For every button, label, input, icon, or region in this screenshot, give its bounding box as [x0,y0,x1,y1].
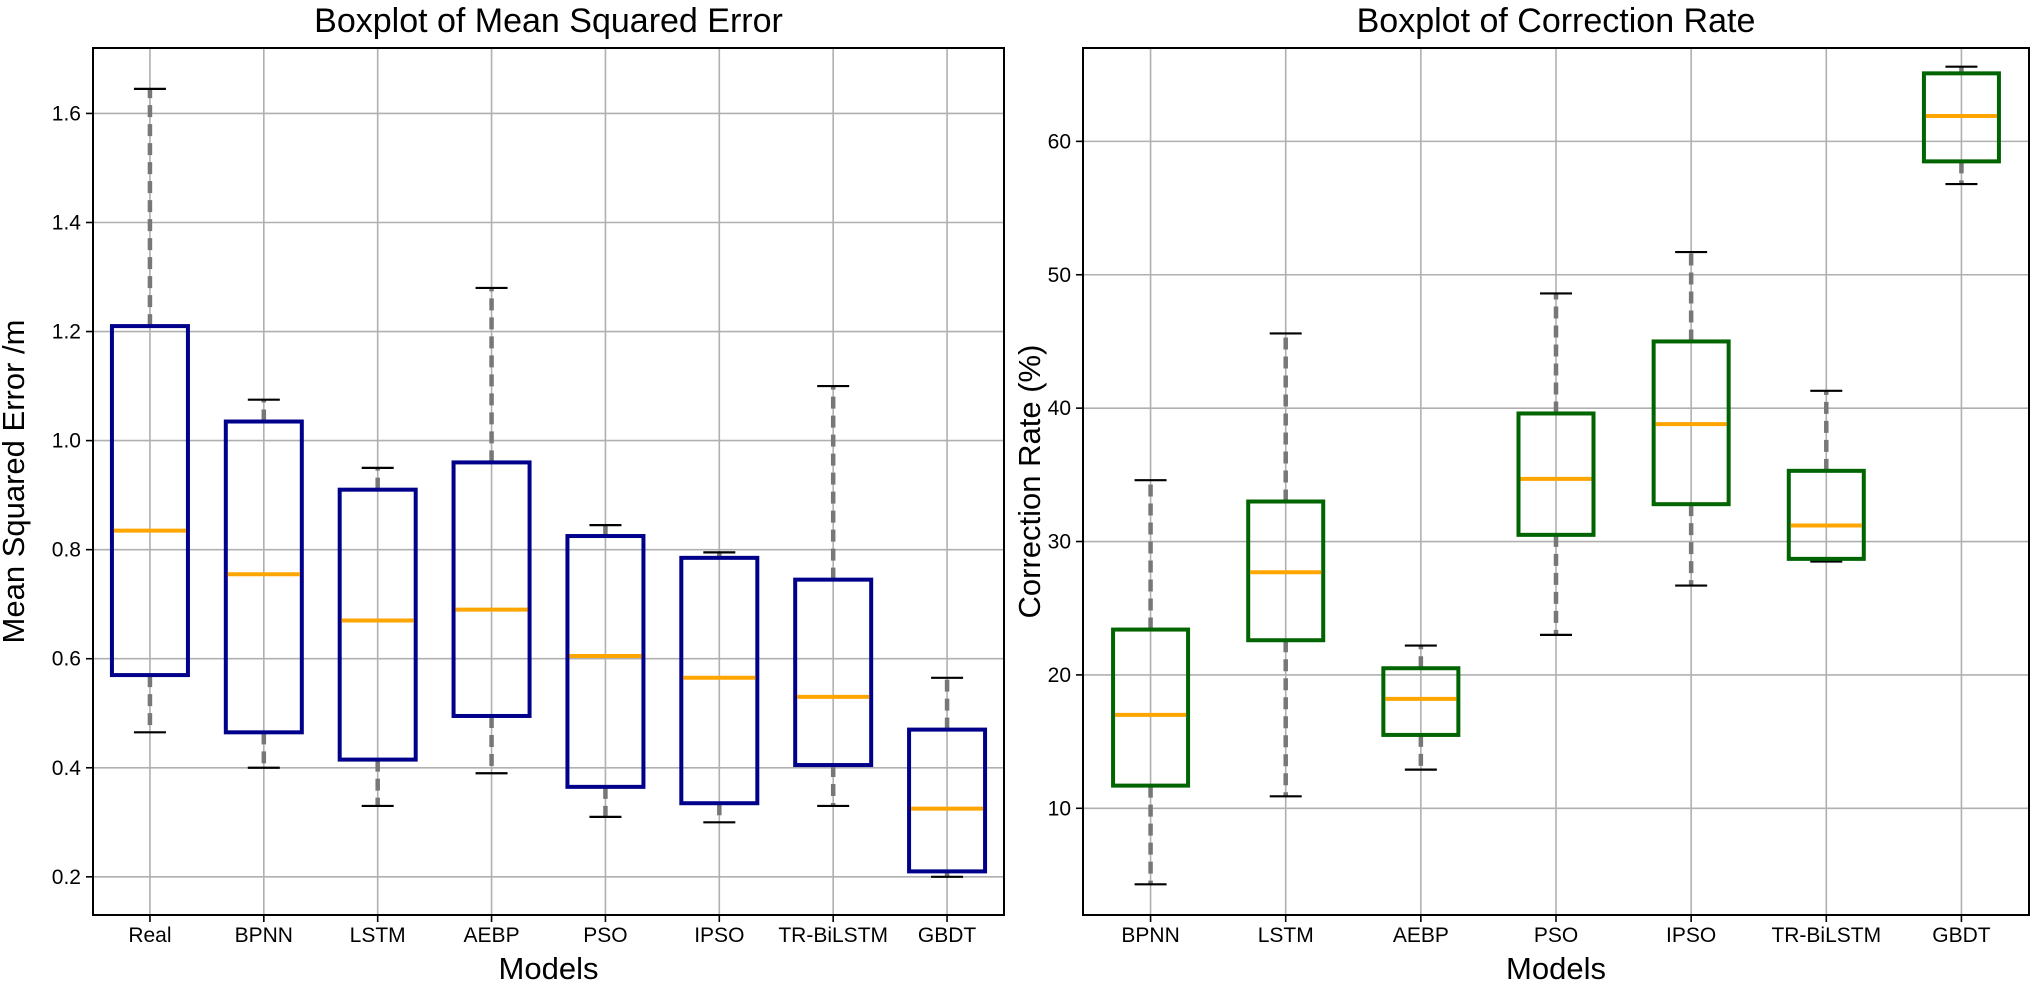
mse-iqr-box [565,534,646,789]
mse-box-aebp [451,286,532,775]
mse-xtick-label: BPNN [235,924,293,947]
mse-plot-frame [92,47,1005,916]
mse-box-pso [565,524,646,818]
cr-xtick-label: LSTM [1258,924,1314,947]
cr-box-pso [1516,292,1596,636]
cr-iqr-box [1516,411,1596,537]
mse-iqr-box [907,727,988,874]
chart-correction-rate: 10 20 30 40 50 60 BPNN LSTM AEBP PSO IPSO TR-BiLSTM… [1012,2,2030,985]
mse-iqr-box [109,324,190,678]
chart-mse: 0.2 0.4 0.6 0.8 1.0 1.2 1.4 1.6 Real BPNN LSTM AEBP… [0,2,1005,985]
mse-iqr-box [451,460,532,718]
mse-ytick-label: 0.2 [52,866,81,889]
cr-iqr-box [1651,339,1731,507]
cr-iqr-box [1921,71,2001,164]
mse-ytick-label: 0.4 [52,757,82,780]
cr-box-ipso [1651,250,1731,587]
mse-box-bpnn [223,398,304,769]
cr-ytick-label: 60 [1048,130,1071,153]
cr-iqr-box [1786,468,1866,561]
mse-iqr-box [337,487,418,762]
mse-x-axis-label: Models [499,951,599,985]
cr-iqr-box [1111,627,1191,788]
mse-ytick-label: 0.6 [52,648,81,671]
mse-ytick-label: 1.4 [52,211,82,234]
cr-ytick-label: 50 [1048,264,1071,287]
cr-ytick-label: 20 [1048,664,1071,687]
cr-ytick-label: 30 [1048,531,1071,554]
mse-y-axis-label: Mean Squared Error /m [0,320,31,644]
cr-ytick-label: 10 [1048,797,1071,820]
mse-xtick-label: TR-BiLSTM [778,924,888,947]
cr-xtick-label: GBDT [1932,924,1991,947]
mse-box-ipso [679,551,760,824]
cr-box-lstm [1246,332,1326,798]
cr-x-axis-label: Models [1506,951,1606,985]
mse-ytick-label: 1.2 [52,321,81,344]
mse-ytick-label: 1.6 [52,102,81,125]
mse-iqr-box [679,555,760,806]
mse-ytick-label: 1.0 [52,430,81,453]
cr-y-axis-label: Correction Rate (%) [1012,345,1047,619]
cr-box-tr-bilstm [1786,389,1866,563]
mse-xtick-label: AEBP [464,924,520,947]
cr-xtick-label: PSO [1534,924,1578,947]
mse-ytick-label: 0.8 [52,539,81,562]
mse-box-lstm [337,466,418,808]
cr-box-aebp [1381,644,1461,771]
cr-chart-title: Boxplot of Correction Rate [1357,2,1756,40]
mse-xtick-label: LSTM [350,924,406,947]
cr-iqr-box [1246,499,1326,643]
cr-xtick-label: BPNN [1121,924,1179,947]
mse-chart-title: Boxplot of Mean Squared Error [314,2,783,40]
cr-iqr-box [1381,666,1461,737]
mse-box-real [109,87,190,734]
mse-xtick-label: Real [128,924,171,947]
mse-iqr-box [793,577,874,768]
mse-box-gbdt [907,676,988,878]
mse-xtick-label: IPSO [694,924,744,947]
cr-xtick-label: AEBP [1393,924,1449,947]
cr-xtick-label: TR-BiLSTM [1771,924,1881,947]
mse-xtick-label: GBDT [918,924,977,947]
mse-box-tr-bilstm [793,384,874,808]
cr-ytick-label: 40 [1048,397,1071,420]
mse-iqr-box [223,419,304,735]
cr-box-bpnn [1111,479,1191,886]
mse-xtick-label: PSO [583,924,627,947]
cr-xtick-label: IPSO [1666,924,1716,947]
cr-box-gbdt [1921,65,2001,186]
